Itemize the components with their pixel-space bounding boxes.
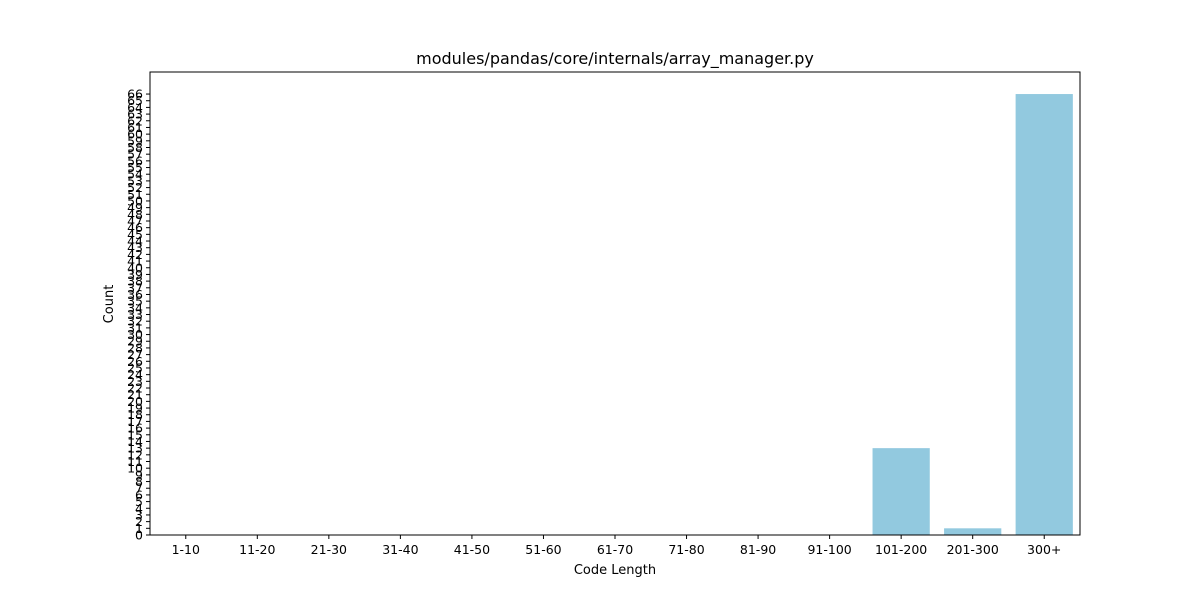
y-tick-label: 10 — [127, 461, 143, 476]
y-tick-label: 5 — [135, 494, 143, 509]
y-tick-label: 55 — [127, 160, 143, 175]
y-tick-label: 40 — [127, 260, 143, 275]
y-tick-label: 62 — [127, 113, 143, 128]
x-tick-label: 31-40 — [382, 542, 418, 557]
bar-101-200 — [872, 448, 930, 535]
y-tick-label: 6 — [135, 487, 143, 502]
x-tick-label: 1-10 — [172, 542, 200, 557]
y-tick-label: 54 — [127, 167, 143, 182]
y-tick-label: 38 — [127, 274, 143, 289]
y-tick-label: 56 — [127, 153, 143, 168]
y-tick-label: 65 — [127, 93, 143, 108]
y-tick-label: 41 — [127, 254, 143, 269]
y-tick-label: 49 — [127, 200, 143, 215]
x-tick-label: 201-300 — [947, 542, 999, 557]
y-tick-label: 8 — [135, 474, 143, 489]
y-tick-label: 15 — [127, 427, 143, 442]
y-tick-label: 46 — [127, 220, 143, 235]
y-tick-label: 3 — [135, 507, 143, 522]
y-tick-label: 42 — [127, 247, 143, 262]
y-tick-label: 32 — [127, 314, 143, 329]
y-tick-label: 59 — [127, 133, 143, 148]
x-tick-label: 300+ — [1027, 542, 1061, 557]
y-tick-label: 2 — [135, 514, 143, 529]
axes-frame — [149, 71, 1081, 536]
y-tick-label: 24 — [127, 367, 143, 382]
bar-201-300 — [944, 528, 1002, 535]
y-axis-label: Count — [102, 285, 117, 324]
y-tick-label: 1 — [135, 521, 143, 536]
y-tick-label: 27 — [127, 347, 143, 362]
y-tick-label: 0 — [135, 528, 143, 543]
x-axis-label: Code Length — [574, 563, 656, 578]
x-tick-label: 61-70 — [597, 542, 633, 557]
y-axis-ticks: 0123456789101112131415161718192021222324… — [127, 87, 150, 543]
y-tick-label: 16 — [127, 421, 143, 436]
x-tick-label: 91-100 — [807, 542, 851, 557]
y-tick-label: 12 — [127, 447, 143, 462]
y-tick-label: 44 — [127, 234, 143, 249]
y-tick-label: 33 — [127, 307, 143, 322]
y-tick-label: 48 — [127, 207, 143, 222]
y-tick-label: 45 — [127, 227, 143, 242]
y-tick-label: 14 — [127, 434, 143, 449]
y-tick-label: 28 — [127, 340, 143, 355]
y-tick-label: 4 — [135, 501, 143, 516]
y-tick-label: 21 — [127, 387, 143, 402]
y-tick-label: 51 — [127, 187, 143, 202]
y-tick-label: 58 — [127, 140, 143, 155]
x-axis-ticks: 1-10 11-20 21-30 31-40 41-50 51-60 61-70 71-80 8… — [172, 535, 1061, 557]
y-tick-label: 63 — [127, 107, 143, 122]
y-tick-label: 50 — [127, 193, 143, 208]
y-tick-label: 19 — [127, 401, 143, 416]
y-tick-label: 22 — [127, 381, 143, 396]
y-tick-label: 9 — [135, 467, 143, 482]
y-tick-label: 7 — [135, 481, 143, 496]
y-tick-label: 17 — [127, 414, 143, 429]
y-tick-label: 43 — [127, 240, 143, 255]
y-tick-label: 25 — [127, 360, 143, 375]
x-tick-label: 41-50 — [454, 542, 490, 557]
y-tick-label: 61 — [127, 120, 143, 135]
y-tick-label: 66 — [127, 87, 143, 102]
y-tick-label: 23 — [127, 374, 143, 389]
x-tick-label: 21-30 — [311, 542, 347, 557]
x-tick-label: 101-200 — [875, 542, 927, 557]
y-tick-label: 36 — [127, 287, 143, 302]
y-tick-label: 53 — [127, 173, 143, 188]
x-tick-label: 71-80 — [668, 542, 704, 557]
bar-300+ — [1015, 94, 1073, 536]
x-tick-label: 51-60 — [525, 542, 561, 557]
y-tick-label: 39 — [127, 267, 143, 282]
y-tick-label: 35 — [127, 294, 143, 309]
x-tick-label: 11-20 — [239, 542, 275, 557]
y-tick-label: 31 — [127, 320, 143, 335]
y-tick-label: 11 — [127, 454, 143, 469]
y-tick-label: 52 — [127, 180, 143, 195]
bars-group — [872, 94, 1073, 536]
chart-title: modules/pandas/core/internals/array_mana… — [416, 49, 814, 69]
x-tick-label: 81-90 — [740, 542, 776, 557]
y-tick-label: 37 — [127, 280, 143, 295]
y-tick-label: 34 — [127, 300, 143, 315]
y-tick-label: 18 — [127, 407, 143, 422]
y-tick-label: 29 — [127, 334, 143, 349]
y-tick-label: 64 — [127, 100, 143, 115]
y-tick-label: 13 — [127, 441, 143, 456]
y-tick-label: 30 — [127, 327, 143, 342]
y-tick-label: 26 — [127, 354, 143, 369]
y-tick-label: 20 — [127, 394, 143, 409]
y-tick-label: 60 — [127, 127, 143, 142]
y-tick-label: 57 — [127, 147, 143, 162]
y-tick-label: 47 — [127, 213, 143, 228]
